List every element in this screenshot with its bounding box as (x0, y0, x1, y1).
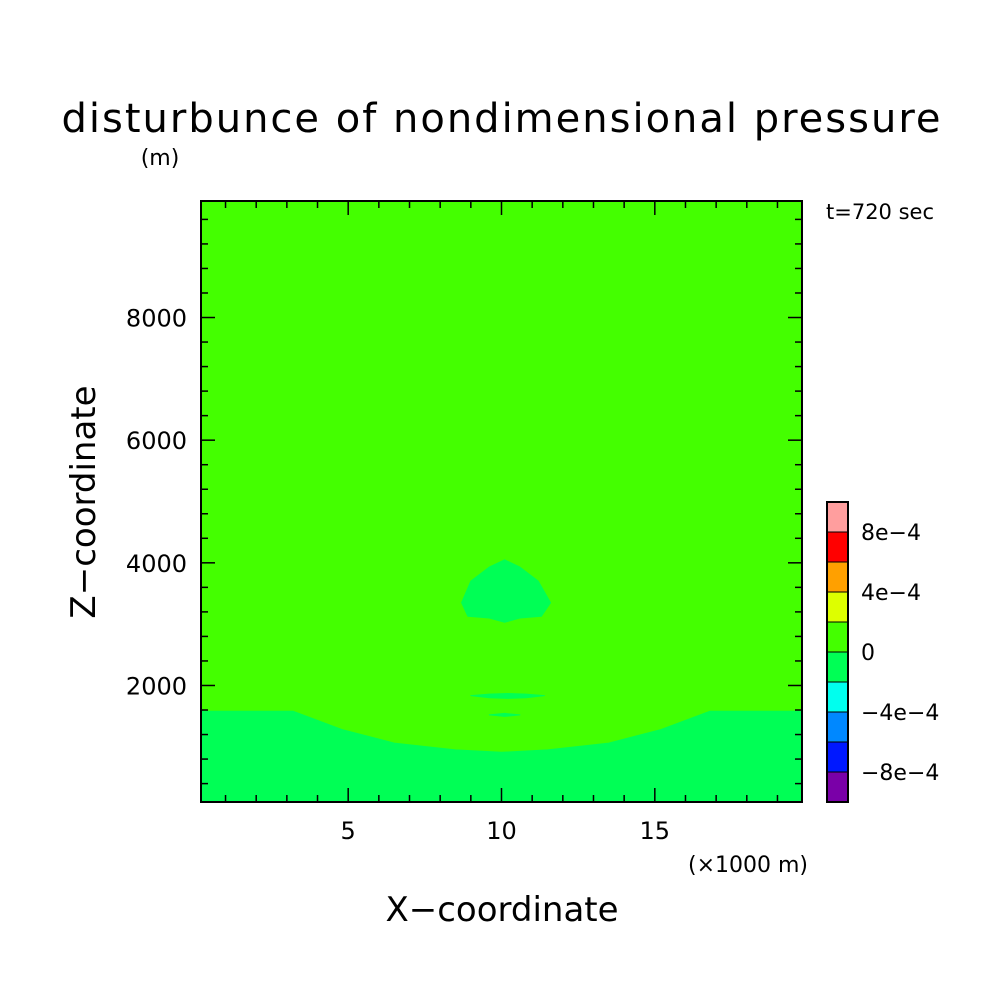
contour-region-4 (488, 712, 521, 717)
x-tick-label: 10 (486, 817, 517, 845)
x-tick-label: 5 (341, 817, 356, 845)
x-axis-label: X−coordinate (385, 890, 618, 930)
time-label: t=720 sec (826, 200, 934, 224)
plot-background (201, 201, 802, 802)
y-tick-label: 8000 (126, 305, 187, 333)
y-axis-label: Z−coordinate (64, 385, 104, 618)
colorbar-frame (826, 501, 849, 803)
colorbar-swatch (826, 651, 849, 683)
colorbar-swatch (826, 591, 849, 623)
colorbar-swatch (826, 561, 849, 593)
contour-region-3 (470, 693, 545, 699)
colorbar: −8e−4 −4e−4 0 4e−4 8e−4 (826, 501, 939, 803)
colorbar-label: 8e−4 (861, 521, 921, 546)
y-tick-label: 4000 (126, 550, 187, 578)
colorbar-swatch (826, 501, 849, 533)
colorbar-swatch (826, 741, 849, 773)
colorbar-label: 4e−4 (861, 581, 921, 606)
y-tick-label: 6000 (126, 427, 187, 455)
plot-frame (200, 200, 803, 803)
x-axis-unit: (×1000 m) (688, 853, 808, 878)
y-tick-label: 2000 (126, 672, 187, 700)
colorbar-swatch (826, 531, 849, 563)
contour-region-2 (461, 559, 552, 623)
plot-area (200, 200, 803, 803)
chart-title: disturbunce of nondimensional pressure (62, 96, 943, 142)
colorbar-label: −8e−4 (861, 761, 939, 786)
colorbar-swatch (826, 711, 849, 743)
colorbar-swatch (826, 681, 849, 713)
colorbar-swatch (826, 771, 849, 803)
x-tick-label: 15 (640, 817, 671, 845)
contour-region-1 (200, 710, 803, 803)
colorbar-label: −4e−4 (861, 701, 939, 726)
colorbar-label: 0 (861, 641, 875, 666)
colorbar-swatch (826, 621, 849, 653)
chart-title-units: (m) (141, 146, 180, 171)
